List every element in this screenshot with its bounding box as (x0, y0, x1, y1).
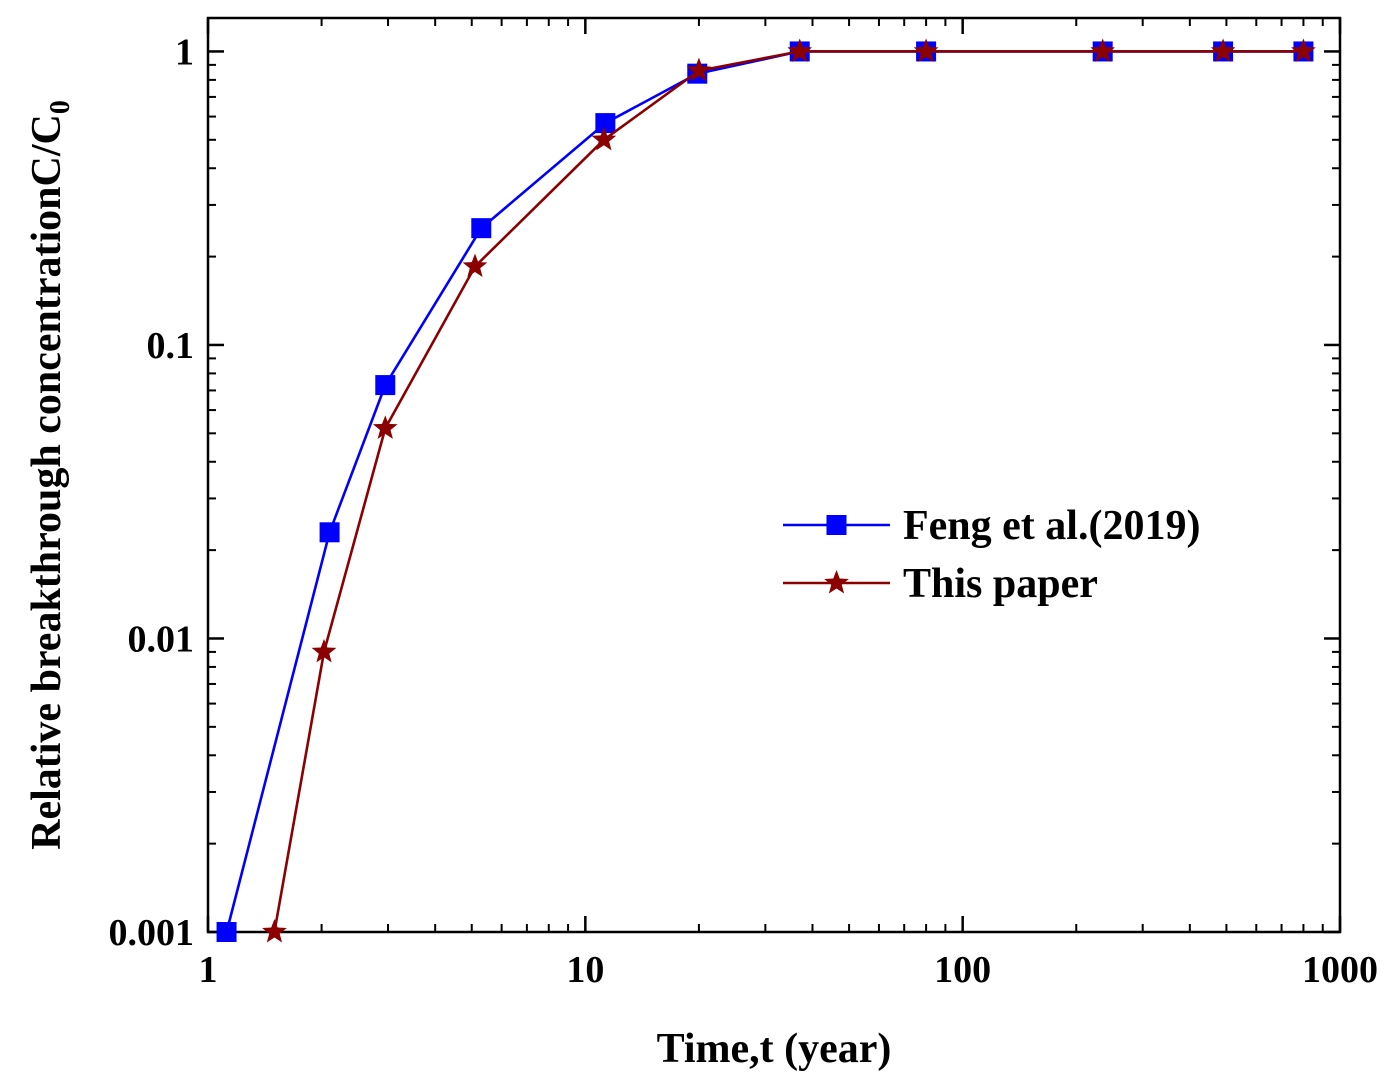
x-tick-label: 100 (934, 949, 991, 991)
series-layer (216, 38, 1316, 943)
y-tick-label: 0.01 (128, 618, 195, 660)
data-point (319, 522, 340, 543)
series-1 (262, 38, 1316, 943)
data-point (1210, 38, 1236, 62)
series-0 (216, 41, 1314, 942)
data-point (913, 38, 939, 62)
data-point (372, 415, 398, 439)
star-marker-icon (824, 570, 849, 594)
y-tick-label: 0.001 (109, 912, 195, 954)
x-axis-title: Time,t (year) (657, 1026, 892, 1072)
y-tick-label: 1 (175, 31, 194, 73)
x-tick-label: 1 (199, 949, 218, 991)
data-point (595, 113, 616, 134)
square-marker-icon (826, 515, 847, 535)
legend-label: Feng et al.(2019) (903, 503, 1200, 549)
x-tick-label: 1000 (1302, 949, 1378, 991)
y-axis-title-subscript: 0 (45, 100, 76, 114)
legend-label: This paper (903, 561, 1098, 607)
y-tick-label: 0.1 (147, 325, 195, 367)
data-point (311, 638, 337, 663)
data-point (262, 919, 287, 943)
data-point (375, 375, 396, 396)
x-tick-label: 10 (566, 949, 604, 991)
legend-item: Feng et al.(2019) (783, 503, 1200, 549)
legend: Feng et al.(2019) This paper (783, 503, 1200, 607)
data-point (462, 253, 488, 278)
legend-item: This paper (783, 561, 1098, 607)
data-point (1090, 38, 1116, 62)
y-axis-ticks: 0.001 0.01 0.1 1 (109, 31, 1340, 954)
data-point (1291, 38, 1316, 62)
data-point (471, 218, 492, 239)
data-point (216, 922, 237, 942)
series-line (273, 50, 1304, 933)
x-axis-ticks: 1 10 100 1000 (199, 18, 1378, 991)
series-line (225, 50, 1304, 933)
data-point (686, 57, 712, 82)
data-point (591, 126, 617, 151)
plot-frame (206, 16, 1342, 934)
y-axis-title: Relative breakthrough concentrationC/C0 (24, 100, 76, 850)
data-point (787, 38, 813, 62)
y-axis-title-main: Relative breakthrough concentrationC/C (24, 114, 70, 850)
